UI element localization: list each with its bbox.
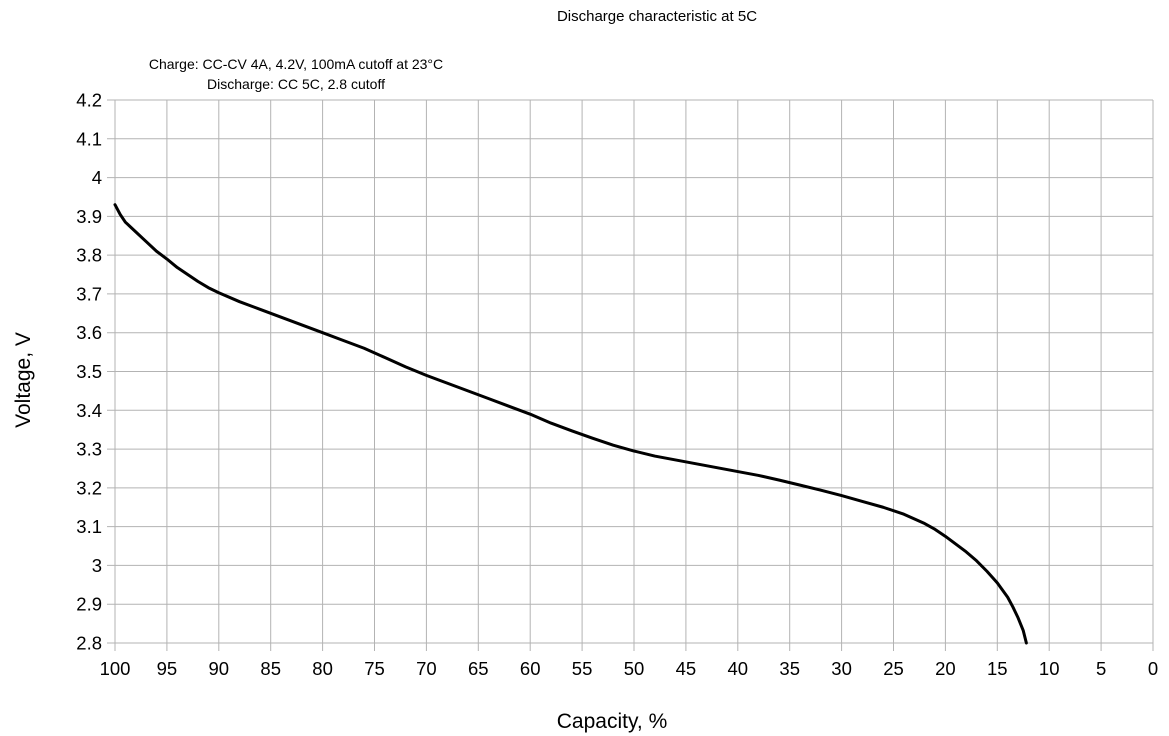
discharge-curve xyxy=(113,203,1028,645)
chart-title: Discharge characteristic at 5C xyxy=(557,8,757,25)
x-tick-label: 60 xyxy=(520,658,541,679)
y-tick-labels: 4.2 4.1 4 3.9 3.8 3.7 3.6 3.5 3.4 3.3 3.2 3.1 3 2.9 2.… xyxy=(76,90,102,654)
x-tick-label: 45 xyxy=(676,658,697,679)
y-tick-label: 3.5 xyxy=(76,361,102,382)
x-tick-label: 5 xyxy=(1096,658,1106,679)
x-tick-labels: 100 95 90 85 80 75 70 65 60 55 50 45 40 35 30 25 20 15 10 5… xyxy=(100,658,1159,679)
x-tick-label: 40 xyxy=(728,658,749,679)
x-tick-label: 30 xyxy=(831,658,852,679)
x-tick-label: 85 xyxy=(260,658,281,679)
y-tick-label: 3.6 xyxy=(76,322,102,343)
x-tick-label: 90 xyxy=(209,658,230,679)
y-tick-label: 4 xyxy=(92,167,102,188)
discharge-annotation: Discharge: CC 5C, 2.8 cutoff xyxy=(207,76,385,92)
series-group xyxy=(113,203,1028,645)
y-tick-label: 2.8 xyxy=(76,633,102,654)
y-tick-label: 3.1 xyxy=(76,516,102,537)
y-tick-label: 3.9 xyxy=(76,206,102,227)
charge-annotation: Charge: CC-CV 4A, 4.2V, 100mA cutoff at … xyxy=(149,56,443,72)
y-tick-label: 4.2 xyxy=(76,90,102,111)
x-tick-label: 35 xyxy=(779,658,800,679)
x-tick-label: 0 xyxy=(1148,658,1158,679)
y-tick-label: 3.7 xyxy=(76,283,102,304)
x-tick-label: 25 xyxy=(883,658,904,679)
x-axis-label: Capacity, % xyxy=(557,710,668,733)
y-tick-label: 3.4 xyxy=(76,400,102,421)
y-tick-label: 3.2 xyxy=(76,477,102,498)
y-tick-label: 4.1 xyxy=(76,128,102,149)
x-tick-label: 65 xyxy=(468,658,489,679)
x-tick-label: 20 xyxy=(935,658,956,679)
x-tick-label: 80 xyxy=(312,658,333,679)
y-tick-label: 3.3 xyxy=(76,439,102,460)
x-tick-label: 75 xyxy=(364,658,385,679)
y-tick-label: 2.9 xyxy=(76,594,102,615)
y-axis-label: Voltage, V xyxy=(12,332,35,428)
y-tick-label: 3 xyxy=(92,555,102,576)
x-tick-label: 50 xyxy=(624,658,645,679)
x-tick-label: 15 xyxy=(987,658,1008,679)
x-tick-label: 70 xyxy=(416,658,437,679)
x-tick-label: 100 xyxy=(100,658,131,679)
x-tick-label: 55 xyxy=(572,658,593,679)
y-tick-label: 3.8 xyxy=(76,245,102,266)
x-tick-label: 10 xyxy=(1039,658,1060,679)
grid-lines xyxy=(107,99,1154,651)
x-tick-label: 95 xyxy=(157,658,178,679)
